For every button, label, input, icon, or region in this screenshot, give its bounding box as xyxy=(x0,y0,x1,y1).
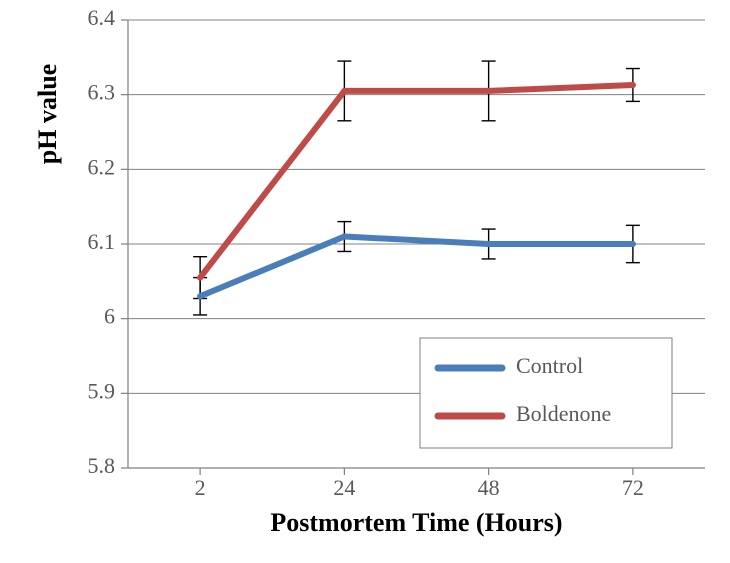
svg-text:48: 48 xyxy=(478,475,500,500)
svg-text:2: 2 xyxy=(195,475,206,500)
svg-text:6.3: 6.3 xyxy=(88,80,116,105)
x-axis-title: Postmortem Time (Hours) xyxy=(270,508,562,537)
svg-text:24: 24 xyxy=(333,475,355,500)
ph-chart: 5.8 5.9 6 6.1 6.2 6.3 6.4 2 24 48 72 pH value Postmo… xyxy=(0,0,730,563)
svg-text:72: 72 xyxy=(622,475,644,500)
svg-text:6.1: 6.1 xyxy=(88,229,116,254)
svg-text:6.2: 6.2 xyxy=(88,154,116,179)
legend-label: Boldenone xyxy=(516,401,611,426)
svg-text:6: 6 xyxy=(104,304,115,329)
svg-text:6.4: 6.4 xyxy=(88,5,116,30)
svg-text:5.8: 5.8 xyxy=(88,453,116,478)
y-axis-title: pH value xyxy=(33,64,62,164)
legend: Control Boldenone xyxy=(420,338,672,448)
svg-text:5.9: 5.9 xyxy=(88,378,116,403)
plot-area: 5.8 5.9 6 6.1 6.2 6.3 6.4 2 24 48 72 pH value Postmo… xyxy=(33,5,705,537)
legend-label: Control xyxy=(516,353,583,378)
